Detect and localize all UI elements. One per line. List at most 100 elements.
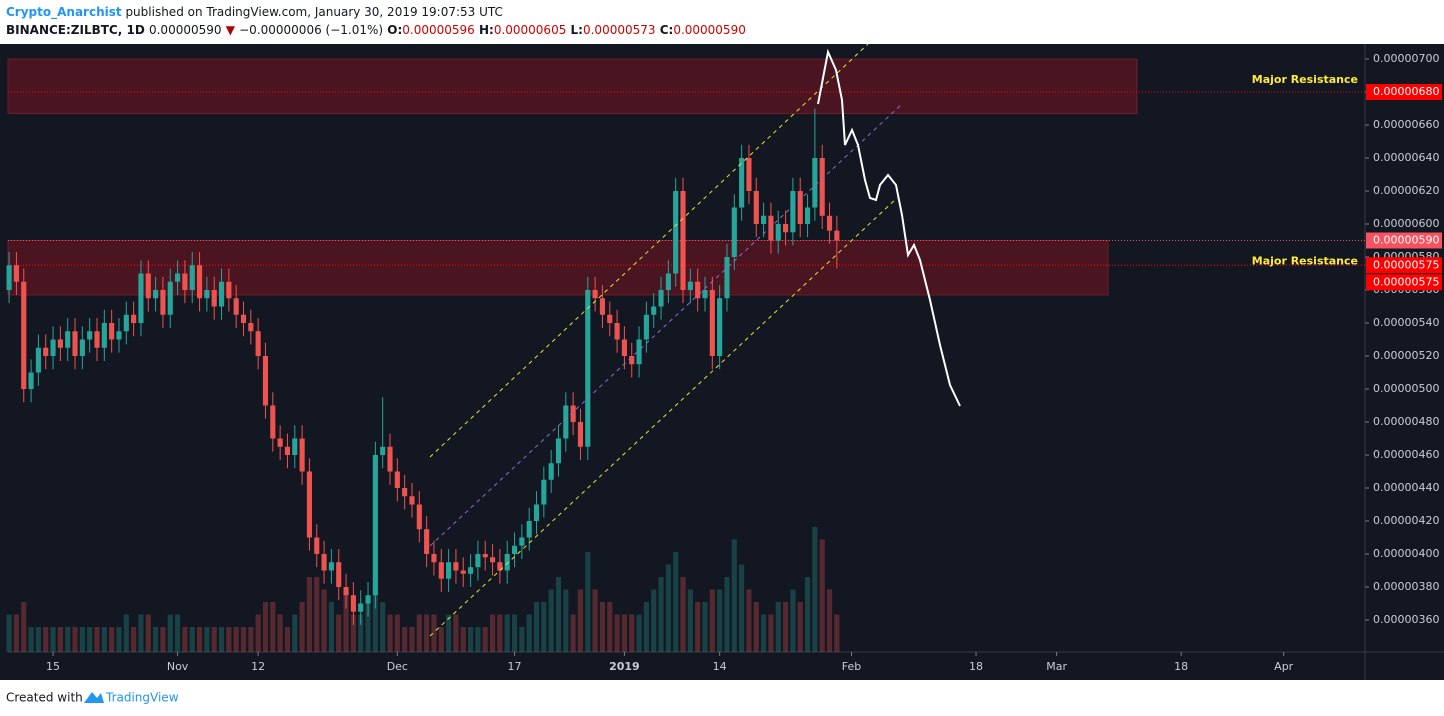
volume-bar	[21, 602, 27, 652]
candle-body	[336, 562, 342, 587]
volume-bar	[438, 627, 444, 652]
volume-bar	[753, 602, 759, 652]
candle-body	[380, 446, 386, 455]
volume-bar	[358, 614, 364, 652]
candle-body	[468, 567, 474, 574]
volume-bar	[577, 589, 584, 652]
volume-bar	[834, 614, 840, 652]
candle-body	[233, 298, 239, 315]
volume-bar	[665, 564, 671, 652]
candle-body	[826, 215, 833, 231]
candle-body	[365, 595, 371, 604]
volume-bar	[350, 614, 356, 652]
candle-body	[262, 356, 269, 406]
volume-bar	[548, 589, 554, 652]
volume-bar	[775, 602, 781, 652]
x-tick-label: Dec	[387, 660, 408, 673]
candle-body	[277, 438, 283, 447]
y-tick-label: 0.00000380	[1373, 580, 1439, 593]
candle-body	[739, 158, 745, 208]
volume-bar	[145, 614, 151, 652]
candle-body	[607, 314, 613, 324]
candle-body	[196, 265, 203, 299]
candle-body	[270, 405, 276, 439]
volume-bar	[416, 614, 422, 652]
volume-bar	[233, 627, 239, 652]
volume-bar	[43, 627, 49, 652]
volume-bar	[460, 627, 466, 652]
volume-bar	[541, 602, 547, 652]
candle-body	[834, 230, 840, 241]
price-tag	[1366, 84, 1442, 101]
volume-bar	[695, 602, 701, 652]
volume-bar	[709, 589, 715, 652]
footer-brand[interactable]: TradingView	[105, 691, 179, 705]
candle-body	[372, 454, 378, 596]
candle-body	[629, 356, 635, 365]
volume-bar	[35, 627, 41, 652]
volume-bar	[365, 602, 371, 652]
change: −0.00000006 (−1.01%)	[239, 23, 383, 37]
y-tick-label: 0.00000420	[1373, 514, 1439, 527]
candle-body	[592, 290, 598, 299]
volume-bar	[431, 614, 437, 652]
volume-bar	[826, 589, 833, 652]
x-tick-label: 18	[1174, 660, 1188, 673]
volume-bar	[482, 627, 488, 652]
volume-bar	[819, 539, 825, 652]
candle-body	[94, 331, 100, 348]
change-arrow: ▼	[226, 23, 236, 37]
resistance-zone	[7, 240, 1109, 296]
price-tag-label: 0.00000575	[1373, 258, 1439, 271]
y-tick-label: 0.00000620	[1373, 184, 1439, 197]
y-tick-label: 0.00000600	[1373, 217, 1439, 230]
volume-bar	[284, 627, 291, 652]
volume-bar	[658, 577, 664, 652]
volume-bar	[673, 552, 679, 652]
candle-body	[761, 215, 767, 225]
volume-bar	[321, 589, 327, 652]
drawings	[429, 43, 961, 637]
y-tick-label: 0.00000700	[1373, 52, 1439, 65]
volume-bar	[394, 614, 400, 652]
candle-body	[343, 586, 349, 596]
volume-bar	[585, 552, 591, 652]
volume-bar	[614, 614, 620, 652]
candle-body	[460, 570, 466, 574]
volume-bar	[563, 589, 569, 652]
candle-body	[702, 290, 708, 299]
x-tick-label: 12	[251, 660, 265, 673]
y-tick-label: 0.00000640	[1373, 151, 1439, 164]
header-line: Crypto_Anarchist published on TradingVie…	[6, 5, 503, 20]
candle-body	[453, 562, 459, 571]
zone-label: Major Resistance	[1252, 73, 1358, 86]
candle-body	[731, 207, 737, 258]
volume-bar	[13, 614, 19, 652]
ohlc-value: 0.00000605	[494, 23, 567, 37]
volume-bar	[504, 614, 510, 652]
volume-bar	[79, 627, 85, 652]
volume-bar	[453, 614, 459, 652]
x-tick-label: 14	[713, 660, 727, 673]
candle-body	[204, 290, 210, 299]
candle-body	[87, 331, 93, 340]
candle-body	[790, 191, 796, 233]
symbol: BINANCE:ZILBTC, 1D	[6, 23, 145, 37]
author: Crypto_Anarchist	[6, 5, 122, 20]
candle-body	[189, 265, 195, 291]
candle-body	[65, 331, 71, 348]
volume-bar	[724, 577, 730, 652]
candle-body	[746, 158, 752, 192]
channel-lower	[429, 197, 898, 637]
volume-bar	[28, 627, 34, 652]
candle-body	[504, 553, 510, 571]
candle-body	[35, 347, 41, 373]
candle-body	[599, 298, 606, 315]
candle-body	[475, 553, 481, 568]
volume-bar	[116, 627, 122, 652]
volume-bar	[490, 614, 496, 652]
candle-body	[28, 372, 34, 390]
volume-bar	[797, 602, 803, 652]
candle-body	[402, 487, 408, 497]
candle-body	[695, 281, 701, 299]
